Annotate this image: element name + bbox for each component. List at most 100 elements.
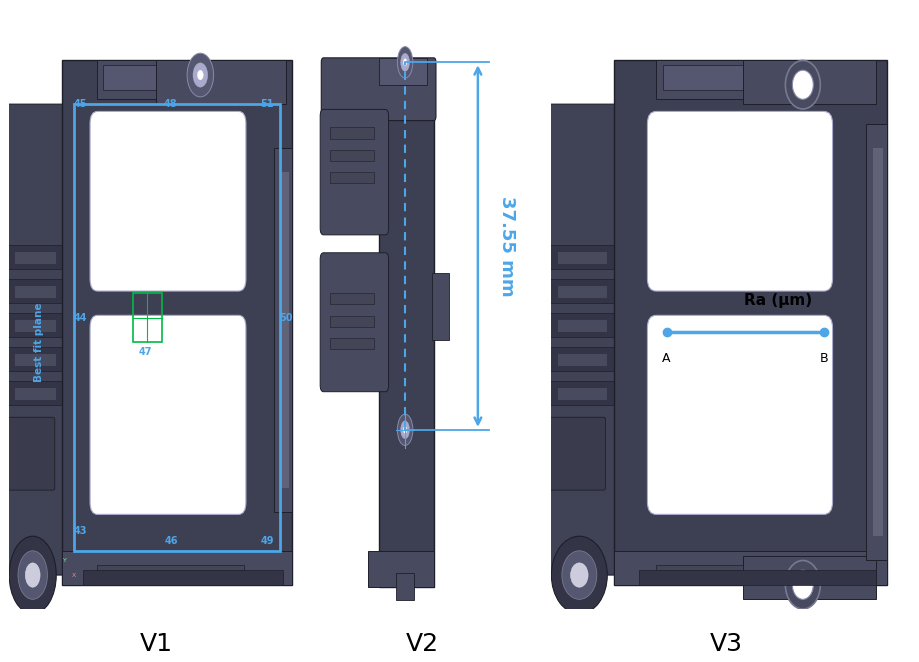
Bar	[379, 71, 434, 587]
FancyBboxPatch shape	[322, 58, 436, 120]
Bar	[664, 66, 747, 89]
Text: 49: 49	[260, 536, 274, 546]
Circle shape	[397, 414, 413, 446]
Circle shape	[401, 421, 410, 439]
Bar	[548, 313, 625, 337]
Circle shape	[193, 63, 208, 87]
Bar	[330, 293, 374, 305]
Bar	[559, 320, 607, 332]
Bar	[132, 293, 162, 342]
Circle shape	[9, 536, 56, 614]
Bar	[97, 60, 180, 99]
FancyBboxPatch shape	[550, 417, 606, 490]
Bar	[6, 347, 71, 371]
Bar	[15, 252, 56, 264]
Bar	[330, 172, 374, 183]
Circle shape	[18, 551, 48, 599]
Bar	[548, 245, 625, 269]
Text: 37.55 mm: 37.55 mm	[497, 196, 516, 297]
Text: V3: V3	[709, 632, 743, 656]
Bar	[74, 104, 279, 551]
Text: 51: 51	[260, 99, 274, 109]
Text: 50: 50	[279, 312, 293, 323]
Bar	[559, 388, 607, 401]
Bar	[6, 313, 71, 337]
Circle shape	[551, 536, 607, 614]
Bar	[6, 279, 71, 303]
Text: 46: 46	[165, 536, 177, 546]
Text: A: A	[663, 352, 671, 365]
Text: 47: 47	[139, 347, 152, 357]
Circle shape	[792, 570, 813, 599]
Bar	[62, 60, 291, 585]
Bar	[639, 570, 876, 585]
Text: Y: Y	[63, 558, 67, 563]
Text: V2: V2	[406, 632, 439, 656]
Circle shape	[786, 60, 821, 109]
Bar	[330, 127, 374, 138]
Bar	[15, 320, 56, 332]
Text: 44: 44	[74, 312, 87, 323]
Bar	[97, 565, 244, 585]
FancyBboxPatch shape	[7, 417, 55, 490]
Bar	[432, 273, 449, 340]
FancyBboxPatch shape	[6, 104, 65, 575]
FancyBboxPatch shape	[647, 315, 833, 514]
Bar	[559, 354, 607, 366]
Bar	[614, 551, 887, 585]
Bar	[656, 565, 831, 585]
Bar	[330, 338, 374, 349]
Bar	[743, 555, 876, 599]
FancyBboxPatch shape	[320, 253, 389, 392]
Circle shape	[26, 563, 40, 587]
Circle shape	[786, 561, 821, 609]
Bar	[656, 60, 754, 99]
Circle shape	[403, 426, 407, 434]
Circle shape	[401, 54, 410, 71]
Bar	[62, 551, 291, 585]
FancyBboxPatch shape	[90, 111, 246, 291]
Circle shape	[403, 59, 407, 66]
Circle shape	[198, 70, 203, 80]
Text: B: B	[820, 352, 828, 365]
Bar	[274, 148, 291, 512]
Circle shape	[187, 53, 213, 97]
Bar	[83, 570, 283, 585]
FancyBboxPatch shape	[647, 111, 833, 291]
Bar	[396, 573, 414, 600]
Bar	[548, 347, 625, 371]
Text: Ra (μm): Ra (μm)	[744, 293, 812, 308]
Circle shape	[397, 46, 413, 78]
Bar	[330, 316, 374, 327]
Text: 43: 43	[74, 526, 87, 536]
Text: 45: 45	[74, 99, 87, 109]
Bar	[548, 279, 625, 303]
Bar	[103, 66, 174, 89]
Bar	[15, 286, 56, 299]
Text: Best fit plane: Best fit plane	[34, 303, 43, 382]
Bar	[614, 60, 887, 585]
Bar	[559, 252, 607, 264]
FancyBboxPatch shape	[320, 109, 389, 235]
FancyBboxPatch shape	[90, 315, 246, 514]
Bar	[559, 286, 607, 299]
Text: X: X	[72, 573, 76, 577]
Bar	[368, 551, 434, 587]
Circle shape	[792, 70, 813, 99]
Text: 48: 48	[165, 99, 177, 109]
Bar	[330, 150, 374, 161]
Bar	[743, 60, 876, 104]
Bar	[279, 172, 289, 488]
Bar	[6, 245, 71, 269]
Circle shape	[562, 551, 596, 599]
Bar	[15, 354, 56, 366]
Text: V1: V1	[140, 632, 173, 656]
Bar	[379, 58, 427, 85]
Bar	[6, 381, 71, 405]
FancyBboxPatch shape	[548, 104, 618, 575]
Bar	[873, 148, 883, 536]
Bar	[156, 60, 286, 104]
Bar	[866, 124, 887, 561]
Bar	[548, 381, 625, 405]
Circle shape	[571, 563, 588, 587]
